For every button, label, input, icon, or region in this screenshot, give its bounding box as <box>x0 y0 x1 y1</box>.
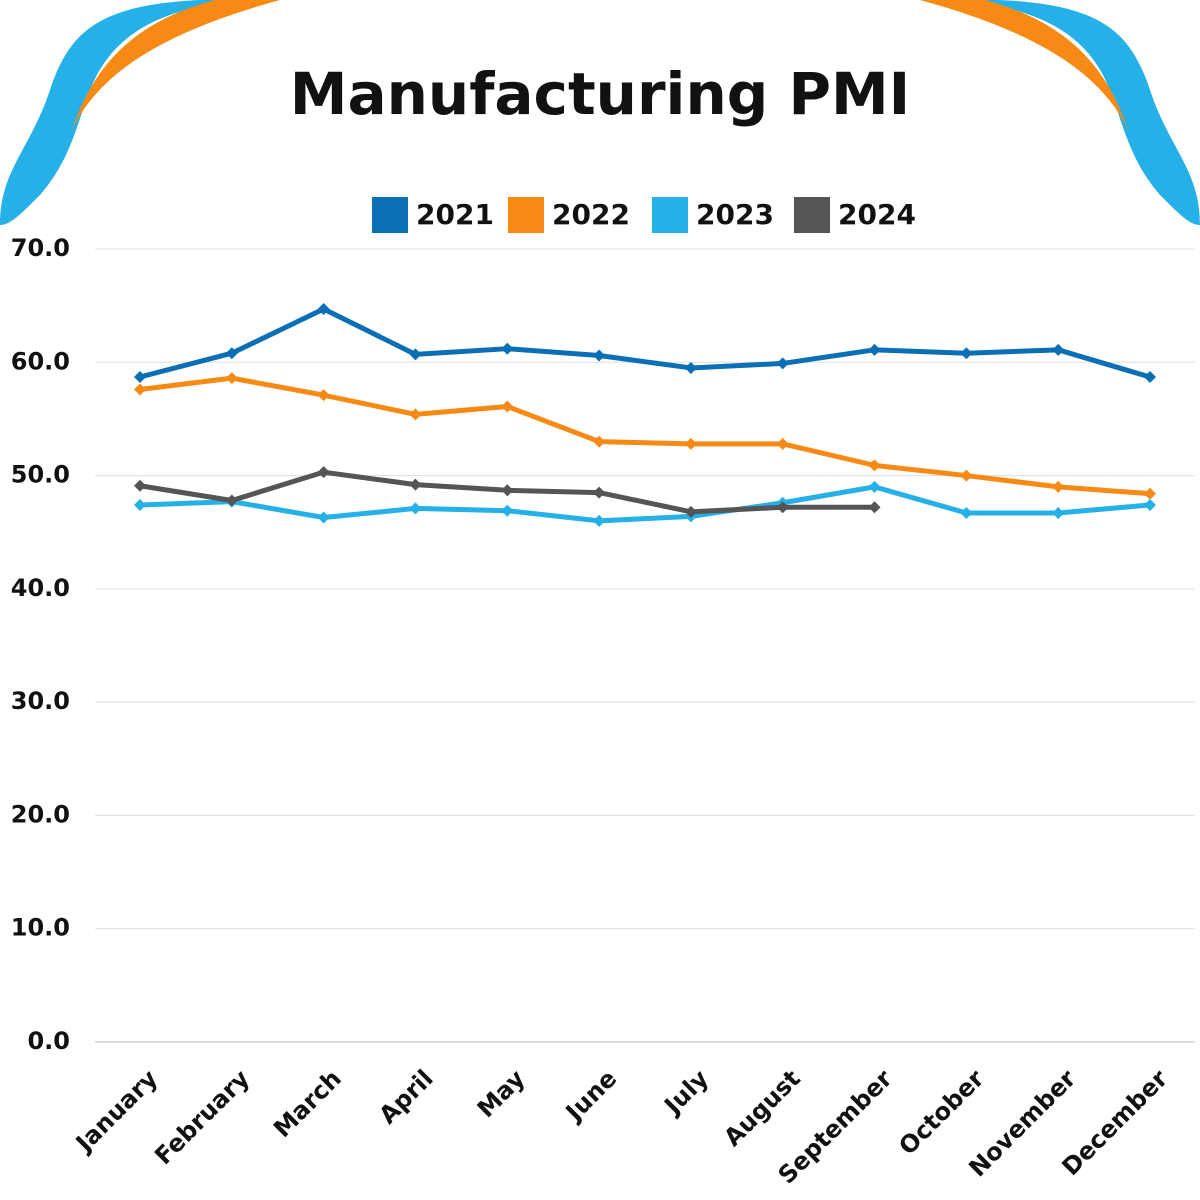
marker <box>593 349 606 362</box>
series-line <box>139 375 1151 497</box>
legend-label: 2021 <box>416 198 494 231</box>
marker <box>134 479 146 492</box>
y-tick-label: 0.0 <box>27 1027 70 1055</box>
chart-title: Manufacturing PMI <box>290 60 911 128</box>
legend-label: 2023 <box>696 198 774 231</box>
x-tick-label: March <box>268 1064 347 1143</box>
series-line <box>139 306 1151 380</box>
marker <box>134 383 146 396</box>
x-tick-label: April <box>374 1064 439 1129</box>
legend-label: 2024 <box>838 198 916 231</box>
marker <box>593 486 606 499</box>
y-tick-label: 70.0 <box>11 234 70 262</box>
marker <box>317 303 330 316</box>
legend-swatch <box>508 197 544 233</box>
x-tick-label: January <box>69 1064 163 1158</box>
marker <box>776 501 789 514</box>
marker <box>684 437 697 450</box>
marker <box>868 343 881 356</box>
decoration <box>72 0 280 130</box>
x-tick-label: July <box>658 1064 715 1121</box>
y-tick-label: 10.0 <box>11 914 70 942</box>
marker <box>593 514 606 527</box>
series-line <box>139 484 1151 524</box>
legend-swatch <box>372 197 408 233</box>
marker <box>501 504 514 517</box>
marker <box>776 437 789 450</box>
legend-swatch <box>652 197 688 233</box>
y-tick-label: 50.0 <box>11 461 70 489</box>
marker <box>134 371 146 384</box>
y-tick-label: 20.0 <box>11 800 70 828</box>
marker <box>1052 506 1065 519</box>
marker <box>134 499 146 512</box>
marker <box>1144 499 1156 512</box>
y-tick-label: 30.0 <box>11 687 70 715</box>
marker <box>409 478 422 491</box>
decoration <box>920 0 1128 130</box>
marker <box>868 459 881 472</box>
decoration <box>960 0 1200 225</box>
marker <box>317 511 330 524</box>
decoration <box>0 0 240 225</box>
marker <box>776 357 789 370</box>
y-tick-label: 60.0 <box>11 347 70 375</box>
marker <box>684 505 697 518</box>
x-tick-label: August <box>718 1064 805 1151</box>
marker <box>317 466 330 479</box>
marker <box>225 494 238 507</box>
marker <box>409 502 422 515</box>
x-tick-label: October <box>893 1064 989 1160</box>
marker <box>593 435 606 448</box>
x-tick-label: June <box>559 1064 622 1127</box>
marker <box>225 372 238 385</box>
marker <box>501 400 514 413</box>
y-tick-label: 40.0 <box>11 574 70 602</box>
marker <box>501 342 514 355</box>
x-tick-label: May <box>472 1064 531 1123</box>
marker <box>1052 480 1065 493</box>
x-tick-label: February <box>149 1064 255 1170</box>
marker <box>868 480 881 493</box>
marker <box>501 484 514 497</box>
marker <box>960 469 973 482</box>
legend-label: 2022 <box>552 198 630 231</box>
marker <box>960 347 973 360</box>
marker <box>409 348 422 361</box>
legend-swatch <box>794 197 830 233</box>
marker <box>317 389 330 402</box>
marker <box>1144 487 1156 500</box>
marker <box>1052 343 1065 356</box>
marker <box>225 347 238 360</box>
marker <box>868 501 881 514</box>
marker <box>960 506 973 519</box>
marker <box>409 408 422 421</box>
marker <box>684 361 697 374</box>
marker <box>1144 371 1156 384</box>
